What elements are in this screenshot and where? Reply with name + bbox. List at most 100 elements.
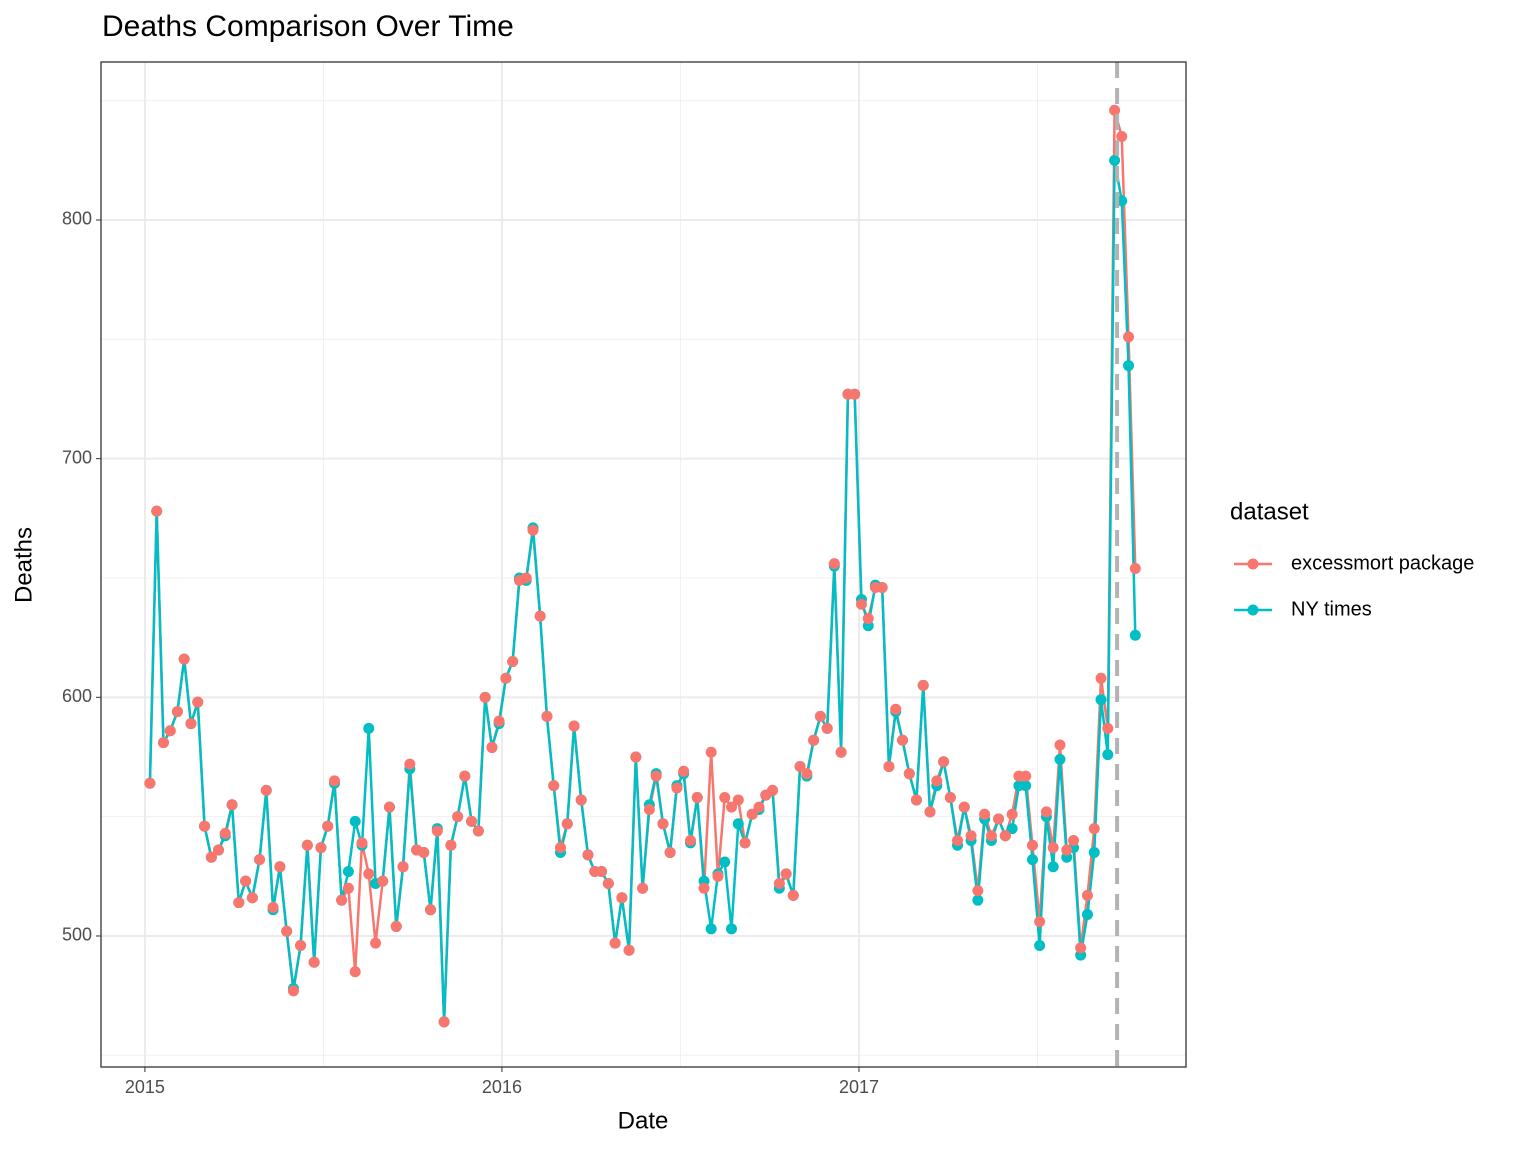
x-axis-label: Date: [618, 1107, 669, 1134]
data-point: [787, 889, 799, 901]
data-point: [637, 882, 649, 894]
data-point: [267, 901, 279, 913]
data-point: [548, 780, 560, 792]
data-point: [650, 770, 662, 782]
data-point: [226, 799, 238, 811]
data-point: [705, 923, 717, 935]
data-point: [705, 746, 717, 758]
data-point: [246, 892, 258, 904]
data-point: [773, 877, 785, 889]
data-point: [691, 792, 703, 804]
data-point: [1020, 780, 1032, 792]
data-point: [582, 849, 594, 861]
data-point: [985, 830, 997, 842]
data-point: [459, 770, 471, 782]
data-point: [1061, 844, 1073, 856]
data-point: [199, 820, 211, 832]
data-point: [794, 761, 806, 773]
data-point: [301, 839, 313, 851]
data-point: [1054, 753, 1066, 765]
data-point: [466, 815, 478, 827]
data-point: [308, 956, 320, 968]
data-point: [664, 846, 676, 858]
data-point: [1020, 770, 1032, 782]
data-point: [726, 801, 738, 813]
data-point: [965, 830, 977, 842]
data-point: [821, 722, 833, 734]
y-axis-label: Deaths: [10, 527, 37, 603]
data-point: [295, 940, 307, 952]
data-point: [377, 875, 389, 887]
data-point: [1026, 839, 1038, 851]
data-point: [890, 703, 902, 715]
data-point: [1102, 749, 1114, 761]
data-point: [287, 985, 299, 997]
data-point: [1088, 846, 1100, 858]
data-point: [958, 801, 970, 813]
data-point: [602, 877, 614, 889]
data-point: [144, 777, 156, 789]
data-point: [1047, 842, 1059, 854]
data-point: [862, 613, 874, 625]
plot-border: [100, 61, 1187, 1068]
data-point: [561, 818, 573, 830]
legend-key-point: [1247, 558, 1259, 570]
data-point: [883, 761, 895, 773]
plot-background: [101, 62, 1186, 1067]
x-tick-label: 2015: [125, 1077, 165, 1097]
data-point: [534, 610, 546, 622]
data-point: [855, 598, 867, 610]
x-tick-label: 2016: [482, 1077, 522, 1097]
data-point: [903, 768, 915, 780]
data-point: [609, 937, 621, 949]
data-point: [527, 524, 539, 536]
data-point: [349, 966, 361, 978]
data-point: [486, 741, 498, 753]
data-point: [753, 801, 765, 813]
data-point: [575, 794, 587, 806]
data-point: [1075, 942, 1087, 954]
data-point: [390, 920, 402, 932]
data-point: [452, 811, 464, 823]
data-point: [828, 558, 840, 570]
data-point: [1109, 154, 1121, 166]
data-point: [1026, 854, 1038, 866]
data-point: [767, 784, 779, 796]
data-point: [1034, 940, 1046, 952]
data-point: [972, 894, 984, 906]
data-point: [876, 582, 888, 594]
data-point: [1095, 672, 1107, 684]
data-point: [431, 825, 443, 837]
data-point: [1088, 823, 1100, 835]
data-point: [698, 882, 710, 894]
data-point: [192, 696, 204, 708]
data-point: [254, 854, 266, 866]
data-point: [924, 806, 936, 818]
data-point: [541, 710, 553, 722]
data-point: [363, 722, 375, 734]
data-point: [520, 572, 532, 584]
data-point: [1102, 722, 1114, 734]
data-point: [732, 794, 744, 806]
data-point: [363, 868, 375, 880]
data-point: [349, 815, 361, 827]
data-point: [657, 818, 669, 830]
data-point: [616, 892, 628, 904]
data-point: [972, 885, 984, 897]
data-point: [418, 846, 430, 858]
data-point: [1081, 889, 1093, 901]
data-point: [472, 825, 484, 837]
data-point: [356, 837, 368, 849]
data-point: [233, 897, 245, 909]
data-point: [814, 710, 826, 722]
data-point: [383, 801, 395, 813]
data-point: [999, 830, 1011, 842]
legend-title: dataset: [1230, 498, 1309, 525]
data-point: [596, 866, 608, 878]
y-tick-label: 800: [62, 209, 92, 229]
data-point: [342, 866, 354, 878]
data-point: [643, 803, 655, 815]
data-point: [500, 672, 512, 684]
data-point: [1034, 916, 1046, 928]
data-point: [630, 751, 642, 763]
